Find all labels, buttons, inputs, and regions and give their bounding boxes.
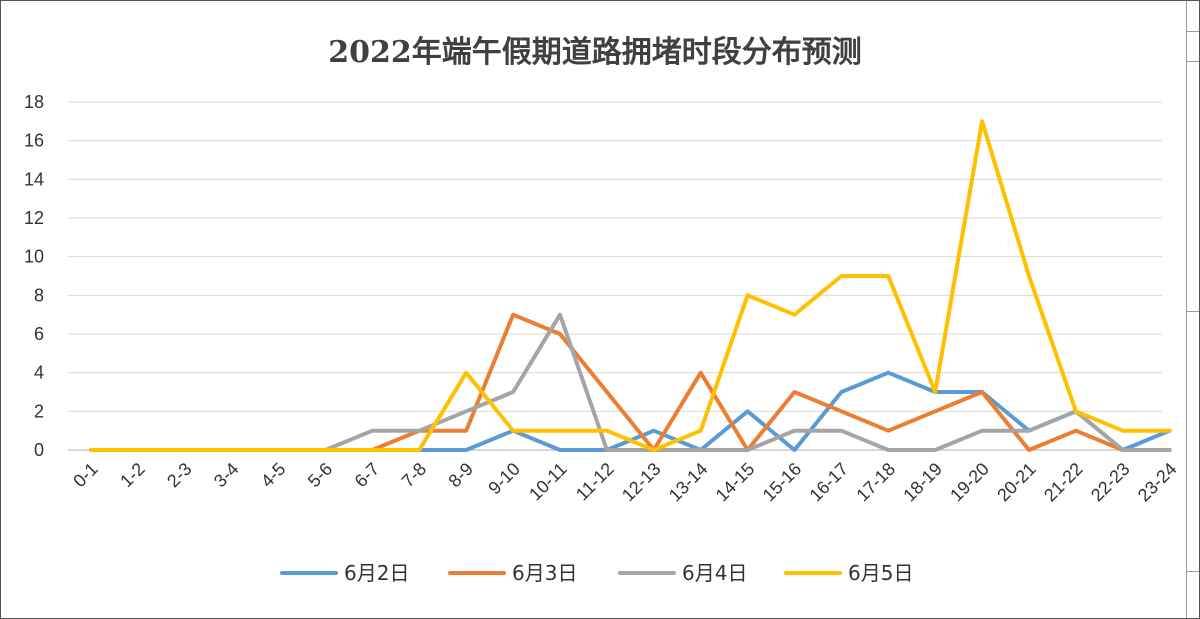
legend-label: 6月3日 <box>512 561 577 585</box>
x-tick-label: 7-8 <box>398 459 431 492</box>
legend-label: 6月4日 <box>682 561 747 585</box>
legend-entry: 6月3日 <box>448 561 577 585</box>
x-tick-label: 21-22 <box>1040 459 1087 506</box>
y-tick-label: 0 <box>34 440 44 460</box>
x-tick-label: 16-17 <box>806 459 853 506</box>
x-tick-label: 19-20 <box>946 459 993 506</box>
y-tick-label: 6 <box>34 324 44 344</box>
x-tick-label: 10-11 <box>525 459 571 505</box>
x-tick-label: 8-9 <box>444 459 477 492</box>
x-tick-label: 15-16 <box>759 459 806 506</box>
y-tick-label: 18 <box>24 92 44 112</box>
x-tick-label: 4-5 <box>257 459 290 492</box>
x-tick-label: 17-18 <box>852 459 899 506</box>
x-tick-label: 20-21 <box>993 459 1040 506</box>
legend-entry: 6月2日 <box>280 561 409 585</box>
y-tick-label: 14 <box>24 169 44 189</box>
y-tick-label: 4 <box>34 363 44 383</box>
x-tick-label: 0-1 <box>69 459 102 492</box>
x-tick-label: 3-4 <box>210 459 243 492</box>
x-tick-label: 18-19 <box>899 459 946 506</box>
x-tick-label: 1-2 <box>116 459 149 492</box>
y-tick-label: 8 <box>34 285 44 305</box>
y-axis-tick-labels: 0 2 4 6 8 10 12 14 16 18 <box>24 92 44 460</box>
legend: 6月2日 6月3日 6月4日 6月5日 <box>280 561 913 585</box>
x-tick-label: 13-14 <box>665 459 712 506</box>
chart-title: 2022年端午假期道路拥堵时段分布预测 <box>328 35 862 70</box>
x-tick-label: 23-24 <box>1134 459 1181 506</box>
outer-frame-strip <box>1186 1 1199 618</box>
legend-label: 6月2日 <box>344 561 409 585</box>
series-lines <box>89 119 1172 452</box>
y-tick-label: 12 <box>24 208 44 228</box>
legend-entry: 6月5日 <box>784 561 913 585</box>
y-tick-label: 16 <box>24 131 44 151</box>
legend-label: 6月5日 <box>848 561 913 585</box>
x-tick-label: 5-6 <box>304 459 337 492</box>
x-tick-label: 14-15 <box>712 459 759 506</box>
legend-entry: 6月4日 <box>618 561 747 585</box>
x-tick-label: 6-7 <box>351 459 384 492</box>
x-tick-label: 12-13 <box>618 459 665 506</box>
x-tick-label: 9-10 <box>484 459 524 499</box>
series-line <box>89 119 1172 452</box>
x-tick-label: 22-23 <box>1087 459 1134 506</box>
gridlines <box>68 101 1162 412</box>
y-tick-label: 10 <box>24 247 44 267</box>
y-tick-label: 2 <box>34 401 44 421</box>
x-tick-label: 2-3 <box>163 459 196 492</box>
x-axis-tick-labels: 0-1 1-2 2-3 3-4 4-5 5-6 6-7 7-8 8-9 9-10 10-11 11-1… <box>69 459 1180 506</box>
x-tick-label: 11-12 <box>572 459 618 505</box>
series-line <box>89 312 1172 452</box>
